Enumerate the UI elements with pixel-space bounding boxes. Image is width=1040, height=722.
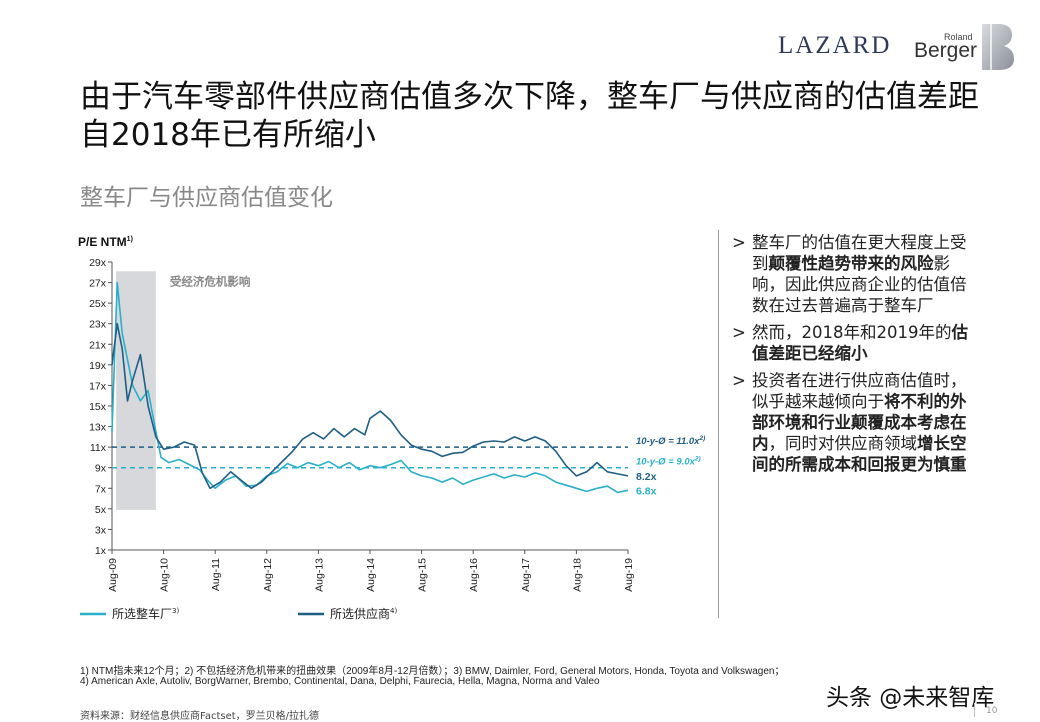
x-tick-label: Aug-14 [365,558,377,592]
footnote-1: 1) NTM指未来12个月；2) 不包括经济危机带来的扭曲效果（2009年8月-… [80,666,785,677]
average-label-sup: 2) [698,435,705,442]
average-label-sup: 2) [694,456,701,463]
x-tick-label: Aug-18 [571,558,583,592]
x-tick-label: Aug-17 [520,558,532,592]
watermark: 头条 @未来智库 [826,685,995,711]
roland-berger-logo: Berger [914,39,978,62]
legend-label-1: 所选整车厂3) [112,606,179,621]
legend-label-sup: 3) [172,607,179,615]
bullet-item: > 投资者在进行供应商估值时，似乎越来越倾向于将不利的外部环境和行业颠覆成本考虑在… [732,371,967,474]
crisis-label: 受经济危机影响 [170,275,251,289]
y-tick-label: 3x [95,524,107,536]
series-line-1 [111,281,629,494]
page-number: 10 [986,706,998,716]
x-tick-label: Aug-11 [210,558,222,591]
roland-berger-logo-small: Roland [944,32,973,42]
y-tick-label: 1x [95,545,107,557]
legend-label-sup: 4) [390,607,397,615]
y-tick-label: 7x [95,483,107,495]
y-tick-label: 19x [89,360,107,372]
y-tick-label: 25x [89,298,107,310]
footnote-2: 4) American Axle, Autoliv, BorgWarner, B… [80,676,600,687]
y-tick-label: 21x [89,339,107,351]
pe-chart: 受经济危机影响 P/E NTM1) 29x 27x 25x 23x 21x 19x 17x 15x… [78,235,705,621]
y-tick-label: 13x [89,422,107,434]
average-label-1: 10-y-Ø = 9.0x2) [636,456,701,468]
y-axis-label-sup: 1) [127,236,133,243]
x-tick-label: Aug-15 [417,558,429,592]
x-tick-label: Aug-10 [159,558,171,592]
x-tick-label: Aug-16 [468,558,480,592]
end-value-1: 6.8x [636,485,657,497]
divider-line [718,230,719,618]
series-line-2 [111,322,629,490]
roland-berger-b-icon [982,24,1014,70]
y-tick-label: 9x [95,463,107,475]
x-tick-label: Aug-09 [107,558,119,592]
bullet-item: > 然而，2018年和2019年的估值差距已经缩小 [732,323,968,363]
page-title: 由于汽车零部件供应商估值多次下降，整车厂与供应商的估值差距自2018年已有所缩小 [80,79,979,153]
y-tick-label: 11x [90,442,107,454]
end-value-2: 8.2x [636,471,657,483]
chart-subtitle: 整车厂与供应商估值变化 [80,185,333,211]
x-tick-label: Aug-12 [262,558,274,592]
y-axis-label: P/E NTM1) [78,235,133,249]
lazard-logo: LAZARD [778,32,892,59]
average-label-2: 10-y-Ø = 11.0x2) [636,435,705,447]
y-tick-label: 23x [89,319,107,331]
x-tick-label: Aug-19 [623,558,635,592]
legend-label-2: 所选供应商4) [330,606,397,621]
page-divider [974,703,975,717]
y-tick-label: 15x [89,401,107,413]
source-note: 资料来源：财经信息供应商Factset，罗兰贝格/拉扎德 [80,711,320,722]
y-tick-label: 29x [89,257,107,269]
y-tick-label: 5x [95,504,107,516]
y-tick-label: 17x [89,380,107,392]
x-tick-label: Aug-13 [313,558,325,592]
bullet-list: > 整车厂的估值在更大程度上受到颠覆性趋势带来的风险影响，因此供应商企业的估值倍数… [732,232,982,481]
y-tick-label: 27x [89,278,107,290]
bullet-item: > 整车厂的估值在更大程度上受到颠覆性趋势带来的风险影响，因此供应商企业的估值倍数… [732,233,967,315]
